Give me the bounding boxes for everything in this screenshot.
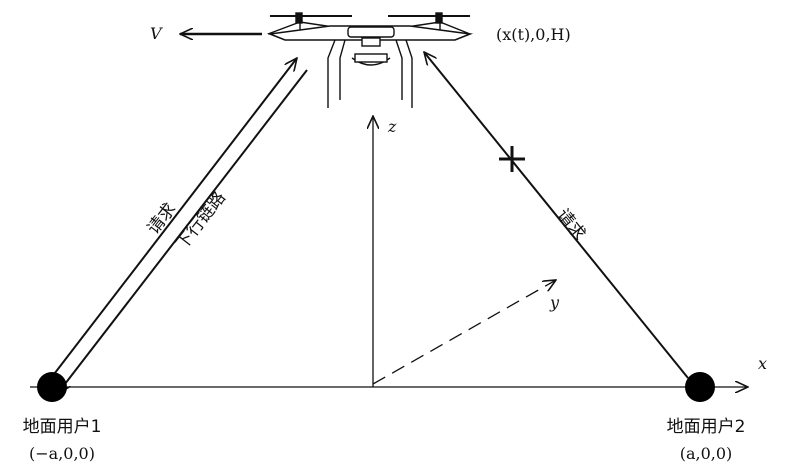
user1-request-label: 请求 (144, 199, 181, 238)
y-axis-label: y (549, 293, 560, 312)
user1-request-line (47, 58, 297, 383)
ground-user-1-marker (37, 372, 67, 402)
user2-request-label: 请求 (552, 205, 589, 244)
ground-user-2-marker (685, 372, 715, 402)
ground-user-2-coords: (a,0,0) (680, 444, 733, 463)
velocity-label: V (150, 24, 163, 43)
user1-downlink-line (58, 69, 308, 393)
user2-request-line (424, 52, 689, 379)
ground-user-1-name: 地面用户1 (23, 417, 102, 437)
blocked-cross-icon (499, 146, 525, 172)
ground-user-1-coords: (−a,0,0) (29, 444, 95, 463)
user1-downlink-label: 下行链路 (172, 188, 230, 254)
drone-position-label: (x(t),0,H) (496, 25, 571, 44)
drone-icon (266, 12, 474, 108)
y-axis (372, 280, 556, 385)
x-axis-label: x (758, 354, 767, 373)
z-axis-label: z (387, 117, 397, 136)
ground-user-2-name: 地面用户2 (667, 417, 746, 437)
